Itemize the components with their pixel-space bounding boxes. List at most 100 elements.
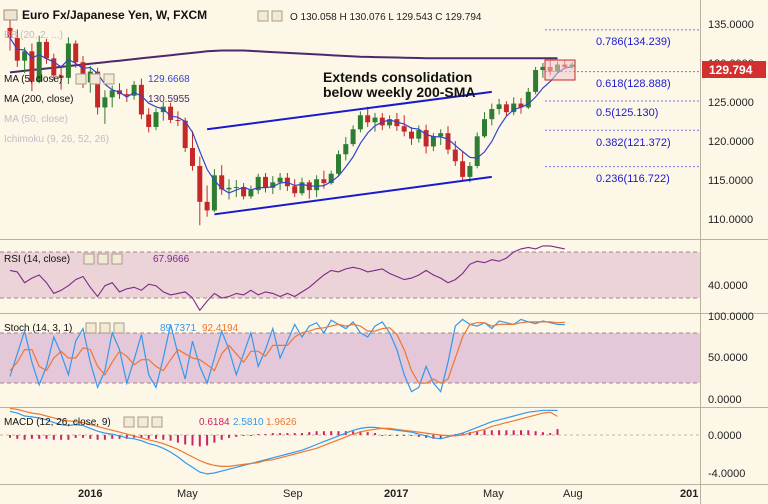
eye-icon[interactable] [75, 73, 87, 85]
macd-hist-bar [60, 435, 63, 440]
macd-hist-bar [432, 435, 435, 439]
macd-hist-bar [330, 431, 333, 435]
ma200-value: 130.5955 [148, 94, 190, 105]
macd-hist-bar [490, 430, 493, 435]
candle-body [336, 154, 341, 174]
ohlc-readout: O 130.058 H 130.076 L 129.543 C 129.794 [290, 12, 482, 23]
candle-body [58, 75, 64, 78]
macd-hist-bar [476, 431, 479, 435]
macd-hist-bar [264, 434, 267, 436]
macd-label[interactable]: MACD (12, 26, close, 9) [4, 417, 111, 428]
settings-icon[interactable] [89, 73, 101, 85]
ma50-label[interactable]: MA (50, close) [4, 114, 68, 125]
macd-hist-bar [520, 430, 522, 435]
macd-hist-bar [505, 430, 508, 435]
indicator-legend: BB (20, 2, ...) MA (5, close) 129.6668 M… [4, 30, 190, 145]
macd-hist-bar [111, 435, 114, 439]
macd-panel[interactable] [0, 408, 700, 484]
stoch-lines [9, 318, 565, 393]
time-axis[interactable]: 2016 May Sep 2017 May Aug 201 [78, 488, 698, 500]
ma5-label[interactable]: MA (5, close) [4, 74, 62, 85]
macd-hist-bar [198, 435, 201, 447]
macd-hist-bar [206, 435, 209, 446]
collapse-icon[interactable] [3, 9, 18, 21]
macd-hist-bar [286, 433, 289, 435]
stoch-k-value: 89.7371 [160, 323, 197, 334]
candle-body [277, 177, 283, 183]
consolidation-box [544, 59, 576, 81]
candle-body [489, 109, 495, 120]
eye-icon[interactable] [123, 416, 135, 428]
macd-hist-bar [228, 435, 230, 438]
macd-hist-bar [118, 435, 121, 439]
close-icon[interactable] [113, 322, 125, 334]
price-panel[interactable] [0, 0, 700, 238]
candle-body [182, 120, 188, 149]
trend-channel [206, 90, 492, 216]
macd-hist-bar [527, 430, 530, 435]
close-icon[interactable] [151, 416, 163, 428]
candle-body [233, 187, 239, 189]
candle-body [22, 51, 28, 61]
price-axis[interactable] [700, 0, 768, 504]
macd-tick: 0.0000 [708, 430, 742, 442]
macd-hist-bar [67, 435, 70, 440]
macd-hist-bar [498, 430, 501, 435]
macd-hist-bar [155, 435, 157, 439]
macd-hist-bar [315, 431, 318, 435]
ichimoku-label[interactable]: Ichimoku (9, 26, 52, 26) [4, 134, 109, 145]
rsi-value: 67.9666 [153, 254, 190, 265]
candle-body [102, 97, 108, 108]
candle-body [533, 70, 539, 92]
candle-body [328, 173, 334, 184]
macd-hist-bar [461, 433, 464, 435]
stoch-d-path [9, 321, 565, 384]
macd-hist-bar [352, 431, 355, 435]
macd-hist-bar [9, 435, 11, 438]
settings-icon[interactable] [137, 416, 149, 428]
close-icon[interactable] [103, 73, 115, 85]
stoch-k-path [9, 318, 565, 393]
macd-hist-bar [556, 429, 559, 435]
fib-label: 0.5(125.130) [596, 107, 658, 119]
candle-body [401, 126, 407, 132]
macd-hist-bar [308, 432, 311, 435]
candle-body [292, 186, 298, 194]
eye-icon[interactable] [83, 253, 95, 265]
macd-hist-bar [541, 432, 544, 435]
candle-body [241, 187, 247, 197]
ma200-label[interactable]: MA (200, close) [4, 94, 73, 105]
bb-label[interactable]: BB (20, 2, ...) [4, 30, 63, 41]
candle-body [438, 133, 444, 137]
macd-lines [9, 407, 559, 475]
macd-hist-bar [82, 435, 84, 438]
settings-icon[interactable] [99, 322, 111, 334]
candle-body [357, 115, 363, 130]
macd-hist-bar [74, 435, 77, 438]
rsi-label[interactable]: RSI (14, close) [4, 254, 70, 265]
fib-label: 0.618(128.888) [596, 78, 671, 90]
settings-icon[interactable] [97, 253, 109, 265]
macd-hist-bar [30, 435, 33, 439]
candle-body [430, 136, 436, 147]
settings-icon[interactable] [271, 10, 283, 22]
trend-line[interactable] [214, 175, 492, 216]
candle-body [211, 175, 217, 211]
close-icon[interactable] [111, 253, 123, 265]
candle-body [153, 112, 159, 127]
candle-body [460, 161, 466, 177]
candle-body [343, 144, 349, 155]
stoch-label[interactable]: Stoch (14, 3, 1) [4, 323, 72, 334]
price-tick: 135.0000 [708, 19, 754, 31]
macd-hist-bar [45, 435, 48, 439]
trend-line[interactable] [206, 90, 492, 131]
macd-hist-bar [271, 433, 274, 435]
eye-icon[interactable] [85, 322, 97, 334]
eye-icon[interactable] [257, 10, 269, 22]
macd-hist-bar [140, 435, 143, 438]
candle-body [321, 179, 327, 184]
time-tick: Aug [563, 488, 583, 500]
macd-hist-bar [52, 435, 55, 440]
macd-hist-value: 0.6184 [199, 417, 230, 428]
macd-hist-bar [337, 431, 340, 435]
